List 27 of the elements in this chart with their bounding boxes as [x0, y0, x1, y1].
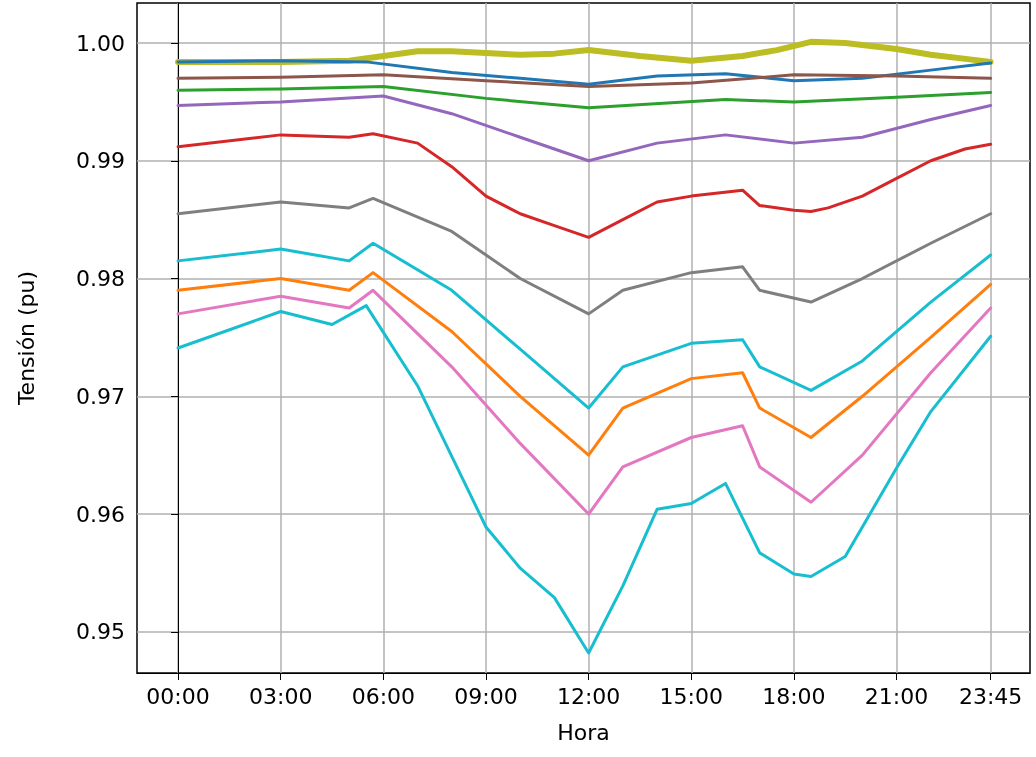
line-series [176, 73, 993, 89]
x-tick-label: 03:00 [249, 683, 313, 709]
y-axis-title: Tensión (pu) [13, 270, 39, 407]
line-series [176, 94, 993, 163]
y-tick-label: 0.95 [76, 619, 125, 645]
line-series [176, 304, 993, 655]
line-series [176, 241, 993, 410]
x-tick-label: 18:00 [762, 683, 826, 709]
line-series [176, 59, 993, 86]
x-tick-label: 00:00 [146, 683, 210, 709]
x-tick-label: 06:00 [351, 683, 416, 709]
y-tick-label: 0.96 [76, 501, 125, 527]
line-series [176, 132, 993, 239]
line-series [176, 271, 993, 457]
x-tick-label: 09:00 [454, 683, 518, 709]
x-tick-label: 23:45 [958, 683, 1023, 709]
line-series [176, 196, 993, 316]
line-series [176, 85, 993, 110]
x-tick-label: 12:00 [556, 683, 621, 709]
y-tick-label: 0.99 [76, 148, 125, 174]
y-tick-label: 1.00 [76, 30, 125, 56]
x-tick-label: 21:00 [864, 683, 929, 709]
y-tick-label: 0.97 [76, 383, 125, 409]
x-tick-label: 15:00 [659, 683, 723, 709]
line-series [176, 288, 993, 516]
x-axis-title: Hora [557, 719, 610, 745]
y-tick-label: 0.98 [76, 266, 125, 292]
